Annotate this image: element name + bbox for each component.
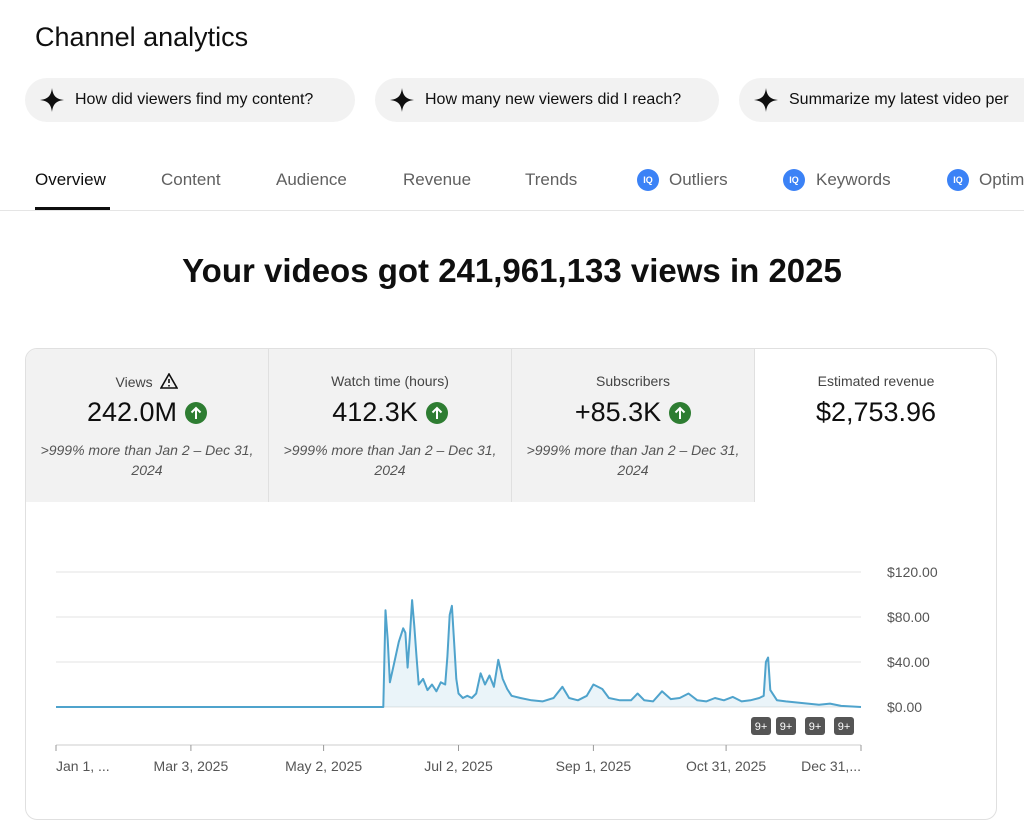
tab[interactable]: Outliers [669, 170, 728, 189]
metric-comparison: >999% more than Jan 2 – Dec 31, 2024 [40, 442, 254, 478]
metric-comparison: >999% more than Jan 2 – Dec 31, 2024 [526, 442, 740, 478]
metric-cell[interactable]: Subscribers +85.3K >999% more than Jan 2… [512, 349, 755, 502]
suggestion-chip[interactable]: Summarize my latest video per [739, 78, 1024, 122]
y-tick-label: $80.00 [887, 609, 930, 625]
chip-text: Summarize my latest video per [789, 91, 1009, 108]
iq-icon: IQ [783, 169, 805, 191]
x-tick-label: Jul 2, 2025 [424, 758, 493, 774]
metric-value-row: 242.0M [26, 397, 268, 428]
y-tick-label: $40.00 [887, 654, 930, 670]
tab[interactable]: Trends [525, 170, 578, 189]
sparkle-icon [40, 88, 64, 112]
tab[interactable]: Content [161, 170, 221, 189]
metric-label: Views [115, 374, 153, 390]
y-tick-label: $0.00 [887, 699, 922, 715]
badge [751, 717, 771, 735]
badge-label: 9+ [838, 721, 851, 733]
page: Channel analytics How did viewers find m… [0, 22, 1024, 820]
up-icon [185, 401, 208, 424]
x-tick-label: Mar 3, 2025 [154, 758, 229, 774]
metric-comparison: >999% more than Jan 2 – Dec 31, 2024 [283, 442, 497, 478]
chart: $0.00 $40.00 $80.00 $120.00 Jan 1, ... Mar 3,… [55, 564, 938, 774]
up-icon [669, 401, 692, 424]
x-tick-label: Jan 1, ... [56, 758, 110, 774]
page-title: Channel analytics [35, 22, 249, 52]
x-tick-label: Dec 31,... [801, 758, 861, 774]
metric-label-row: Views [26, 372, 268, 391]
x-tick-label: May 2, 2025 [285, 758, 362, 774]
suggestion-chip[interactable]: How did viewers find my content? [25, 78, 355, 122]
metric-value: 412.3K [332, 397, 418, 427]
metric-value: 242.0M [86, 397, 178, 427]
tab[interactable]: Overview [35, 170, 106, 189]
metric-label: Subscribers [596, 373, 670, 389]
metric-label: Watch time (hours) [331, 373, 449, 389]
tab-divider [0, 210, 1024, 211]
iq-icon: IQ [947, 169, 969, 191]
badge [805, 717, 825, 735]
metric-cell[interactable]: Watch time (hours) 412.3K >999% more tha… [269, 349, 512, 502]
tab[interactable]: Keywords [816, 170, 891, 189]
metric-value: +85.3K [574, 397, 662, 427]
badge [776, 717, 796, 735]
metric-label: Estimated revenue [817, 373, 935, 389]
sparkle-icon [754, 88, 778, 112]
tab[interactable]: Optim [979, 170, 1024, 189]
tab[interactable]: Audience [276, 170, 347, 189]
metric-value: $2,753.96 [815, 397, 937, 427]
badge [834, 717, 854, 735]
tab-underline [35, 207, 110, 210]
y-tick-label: $120.00 [887, 564, 938, 580]
metrics-card: Views 242.0M >999% more than Jan 2 – Dec… [25, 348, 997, 820]
x-tick-label: Sep 1, 2025 [556, 758, 632, 774]
line [56, 599, 862, 708]
iq-icon: IQ [637, 169, 659, 191]
sparkle-icon [390, 88, 414, 112]
badge-label: 9+ [780, 721, 793, 733]
metric-value-row: 412.3K [269, 397, 511, 428]
metric-cell[interactable]: Views 242.0M >999% more than Jan 2 – Dec… [26, 349, 269, 502]
x-tick-label: Oct 31, 2025 [686, 758, 766, 774]
warning-icon [160, 372, 179, 389]
headline: Your videos got 241,961,133 views in 202… [182, 252, 842, 289]
badge-label: 9+ [755, 721, 768, 733]
metric-value-row: +85.3K [512, 397, 754, 428]
chip-text: How did viewers find my content? [75, 91, 314, 108]
badge-label: 9+ [809, 721, 822, 733]
chip-text: How many new viewers did I reach? [425, 91, 682, 108]
tab[interactable]: Revenue [403, 170, 472, 189]
up-icon [425, 401, 448, 424]
suggestion-chip[interactable]: How many new viewers did I reach? [375, 78, 719, 122]
metric-cell[interactable]: Estimated revenue $2,753.96 [755, 349, 996, 502]
